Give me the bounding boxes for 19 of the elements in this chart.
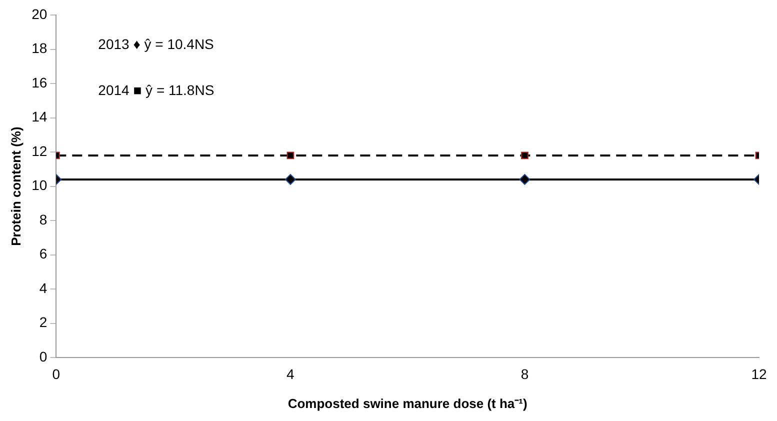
y-tick-label: 8: [39, 211, 48, 228]
y-tick-label: 4: [39, 280, 48, 296]
y-tick-label: 10: [32, 177, 48, 194]
annotation: 2013 ♦ ŷ = 10.4NS: [98, 36, 214, 52]
y-tick-label: 18: [32, 40, 48, 56]
y-tick-label: 14: [32, 108, 48, 125]
x-axis-title: Composted swine manure dose (t ha⁻¹): [288, 396, 528, 411]
y-tick-label: 20: [32, 6, 48, 22]
x-tick-label: 8: [520, 366, 529, 382]
y-tick-label: 12: [32, 142, 48, 159]
annotation: 2014 ■ ŷ = 11.8NS: [98, 82, 214, 98]
y-tick-label: 0: [39, 348, 48, 364]
x-tick-label: 4: [286, 366, 295, 382]
y-tick-label: 16: [32, 74, 48, 90]
x-tick-label: 0: [52, 366, 60, 382]
y-tick-label: 2: [39, 314, 48, 330]
y-axis-title: Protein content (%): [8, 126, 24, 246]
x-tick-label: 12: [751, 366, 767, 382]
y-tick-label: 6: [39, 246, 48, 262]
